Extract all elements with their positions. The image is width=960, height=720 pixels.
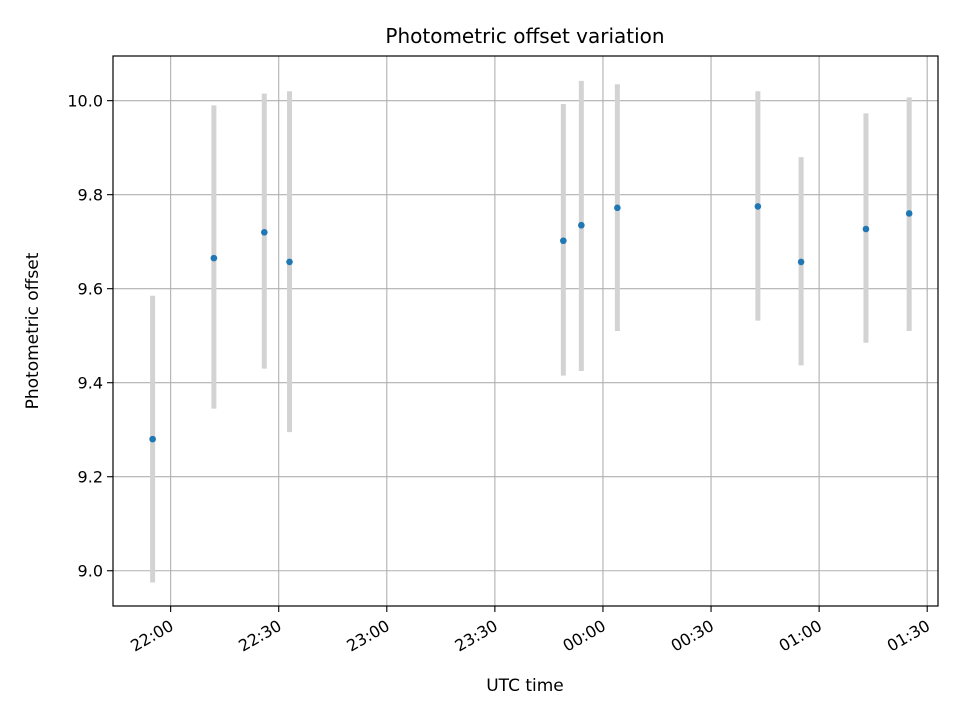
y-tick-label: 9.0 — [78, 562, 103, 581]
data-point — [560, 237, 567, 245]
x-axis-title: UTC time — [486, 676, 564, 696]
data-point — [149, 435, 156, 443]
data-point — [905, 210, 913, 217]
y-axis-ticks: 9.0 9.2 9.4 9.6 9.8 10.0 — [67, 92, 113, 581]
y-tick-label: 9.8 — [78, 186, 103, 205]
data-point — [754, 203, 762, 210]
plot-frame — [112, 55, 939, 607]
data-point — [862, 225, 870, 233]
data-point — [797, 258, 805, 266]
data-point — [261, 228, 268, 236]
data-point — [286, 258, 293, 266]
chart-title: Photometric offset variation — [385, 24, 664, 48]
y-tick-label: 9.6 — [78, 280, 103, 299]
data-markers — [149, 203, 913, 443]
y-tick-label: 9.2 — [78, 468, 103, 487]
data-point — [578, 221, 585, 229]
y-axis-title: Photometric offset — [23, 252, 43, 409]
y-tick-label: 9.4 — [78, 374, 103, 393]
data-point — [614, 204, 621, 212]
y-tick-label: 10.0 — [67, 92, 103, 111]
data-point — [210, 254, 218, 262]
